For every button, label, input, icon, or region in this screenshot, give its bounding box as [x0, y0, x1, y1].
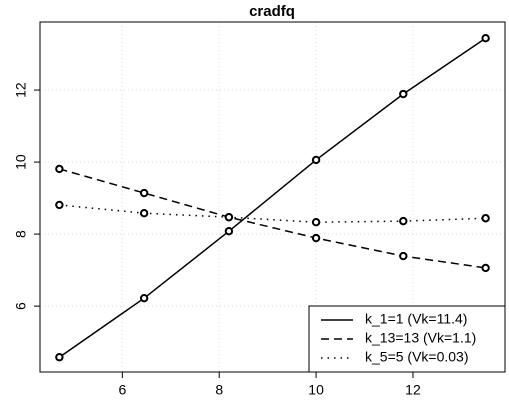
point	[311, 233, 321, 243]
point	[481, 34, 490, 43]
point	[139, 293, 149, 303]
point	[481, 263, 490, 273]
point	[55, 164, 64, 174]
legend-label: k_13=13 (Vk=1.1)	[365, 330, 476, 346]
point	[311, 155, 321, 165]
y-tick-label: 8	[13, 230, 29, 238]
y-tick-label: 10	[13, 154, 29, 170]
series-line	[58, 37, 487, 358]
point	[311, 218, 321, 227]
legend-label: k_1=1 (Vk=11.4)	[365, 311, 467, 327]
chart-title: cradfq	[249, 3, 295, 20]
x-tick-label: 6	[118, 382, 126, 398]
series-line	[59, 204, 486, 223]
y-tick-label: 6	[13, 302, 29, 310]
series-line	[59, 168, 486, 269]
point	[481, 214, 490, 223]
point	[55, 353, 64, 362]
x-tick-label: 10	[308, 382, 324, 398]
x-tick-label: 8	[215, 382, 223, 398]
x-tick-label: 12	[405, 382, 421, 398]
point	[224, 227, 234, 236]
y-tick-label: 12	[13, 82, 29, 98]
legend: k_1=1 (Vk=11.4) k_13=13 (Vk=1.1) k_5=5 (Vk…	[308, 305, 506, 373]
point	[224, 212, 234, 222]
point	[399, 216, 408, 226]
point	[139, 188, 149, 198]
point	[139, 209, 149, 218]
plot-frame	[39, 21, 506, 373]
point	[399, 89, 408, 99]
legend-label: k_5=5 (Vk=0.03)	[365, 349, 469, 365]
point	[399, 251, 408, 261]
point	[55, 200, 64, 210]
